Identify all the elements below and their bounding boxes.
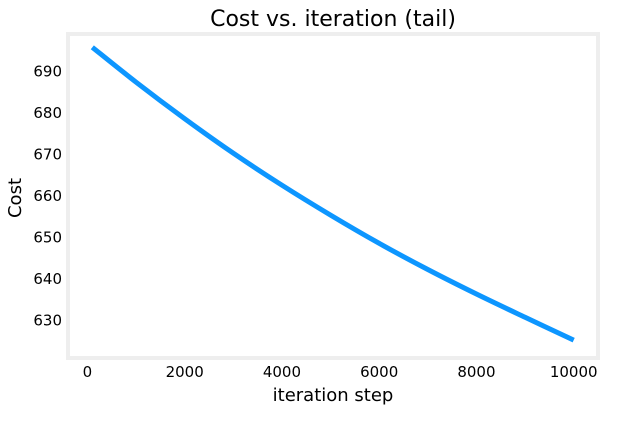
x-axis-label: iteration step [273, 385, 394, 406]
y-tick-label: 680 [33, 104, 62, 122]
y-tick-labels: 630 640 650 660 670 680 690 [33, 62, 62, 329]
y-tick-label: 630 [33, 312, 62, 330]
x-tick-label: 10000 [550, 363, 598, 381]
y-tick-label: 650 [33, 229, 62, 247]
series-line [90, 45, 575, 343]
series-group [90, 45, 575, 343]
y-tick-label: 670 [33, 145, 62, 163]
x-tick-labels: 0 2000 4000 6000 8000 10000 [83, 363, 598, 381]
x-tick-label: 2000 [166, 363, 204, 381]
y-axis-label: Cost [5, 178, 26, 218]
y-tick-label: 660 [33, 187, 62, 205]
x-tick-label: 6000 [360, 363, 398, 381]
y-tick-label: 690 [33, 62, 62, 80]
plot-frame [66, 32, 600, 360]
x-tick-label: 4000 [263, 363, 301, 381]
x-tick-label: 0 [83, 363, 93, 381]
chart-title: Cost vs. iteration (tail) [210, 7, 456, 32]
x-tick-label: 8000 [457, 363, 495, 381]
y-tick-label: 640 [33, 270, 62, 288]
